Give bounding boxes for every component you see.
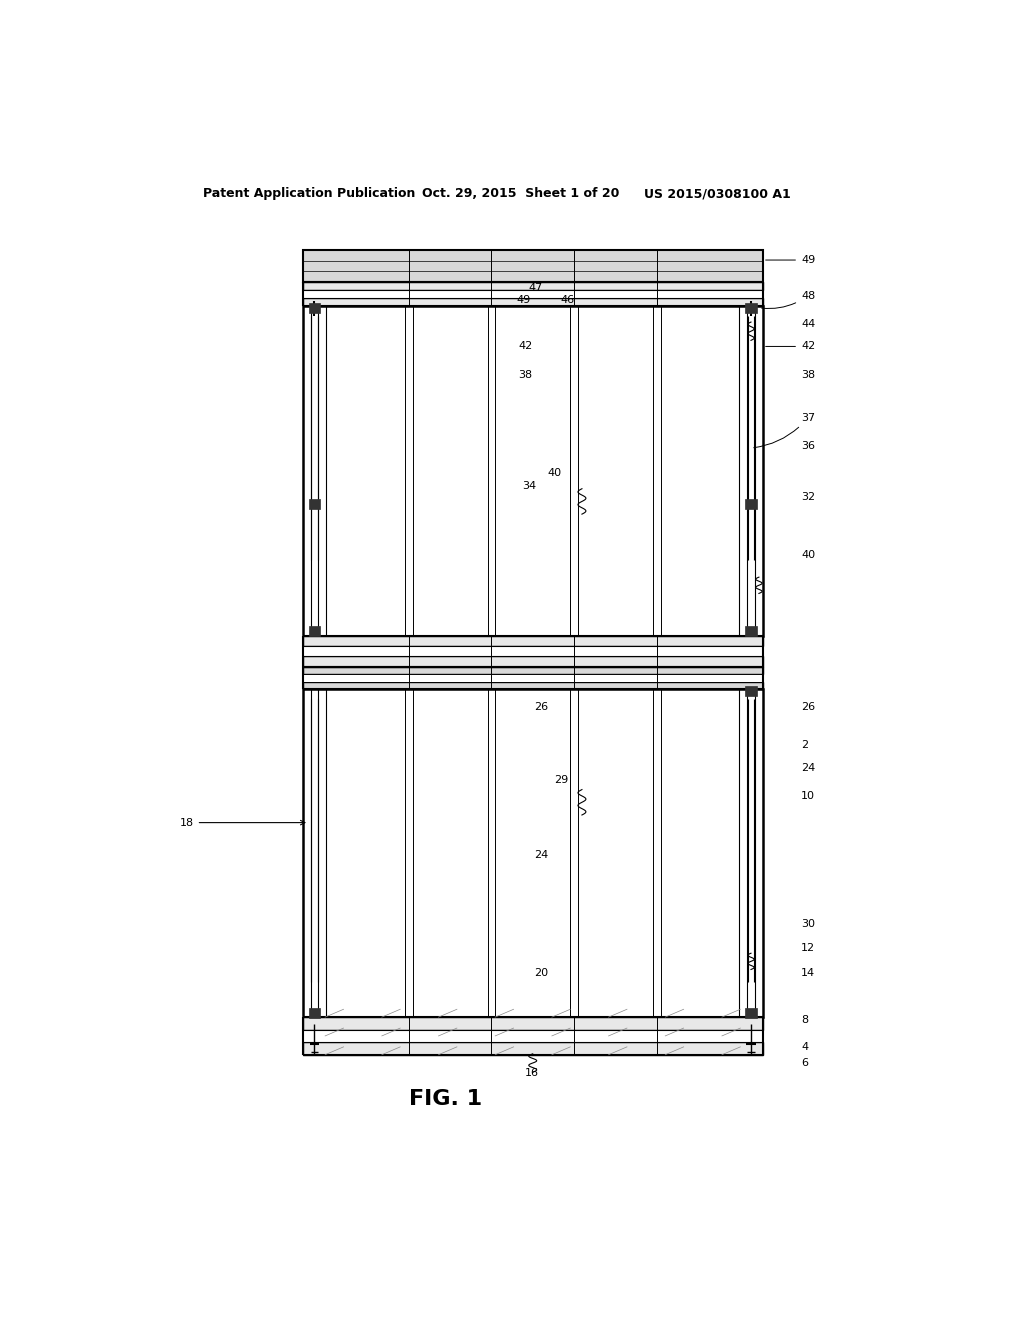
Text: 10: 10 (801, 791, 815, 801)
Text: 2: 2 (801, 741, 808, 750)
Text: 49: 49 (517, 294, 531, 305)
Bar (303, 1018, 763, 1030)
Bar (303, 282, 763, 290)
Text: FIG. 1: FIG. 1 (409, 1089, 482, 1109)
Bar (303, 636, 763, 647)
Text: 42: 42 (518, 342, 532, 351)
Text: 14: 14 (801, 968, 815, 978)
Bar (303, 249, 763, 282)
Text: 36: 36 (801, 441, 815, 451)
Bar (303, 290, 763, 298)
Bar (303, 681, 763, 689)
Bar (303, 1030, 763, 1043)
Text: Oct. 29, 2015  Sheet 1 of 20: Oct. 29, 2015 Sheet 1 of 20 (422, 187, 618, 201)
Bar (309, 626, 321, 636)
Text: 42: 42 (766, 342, 815, 351)
Text: 12: 12 (801, 944, 815, 953)
Text: 32: 32 (801, 492, 815, 502)
Text: 18: 18 (179, 817, 305, 828)
Text: 37: 37 (754, 413, 815, 447)
Text: 40: 40 (801, 550, 815, 560)
Bar (303, 298, 763, 306)
Text: 47: 47 (528, 284, 543, 293)
Bar (745, 302, 757, 313)
Text: 24: 24 (535, 850, 549, 859)
Text: 6: 6 (801, 1059, 808, 1068)
Text: 29: 29 (554, 775, 568, 785)
Bar (745, 499, 757, 510)
Text: 49: 49 (766, 255, 815, 265)
Text: 26: 26 (801, 702, 815, 713)
Text: 38: 38 (801, 370, 815, 380)
Text: Patent Application Publication: Patent Application Publication (204, 187, 416, 201)
Text: 46: 46 (560, 294, 574, 305)
Bar (303, 647, 763, 656)
Text: 24: 24 (801, 763, 815, 774)
Text: 30: 30 (801, 919, 815, 929)
Text: 4: 4 (801, 1041, 808, 1052)
Bar (303, 689, 763, 1018)
Bar (309, 499, 321, 510)
Text: 16: 16 (524, 1068, 539, 1078)
Text: 34: 34 (522, 482, 537, 491)
Text: 20: 20 (535, 968, 549, 978)
Bar (303, 667, 763, 675)
Bar (303, 656, 763, 667)
Bar (745, 1008, 757, 1018)
Text: 40: 40 (547, 469, 561, 478)
Bar (309, 302, 321, 313)
Text: 38: 38 (518, 370, 532, 380)
Bar (745, 626, 757, 636)
Bar (303, 1043, 763, 1055)
Bar (303, 675, 763, 681)
Text: 8: 8 (801, 1015, 808, 1026)
Bar (309, 1008, 321, 1018)
Text: 48: 48 (762, 290, 815, 309)
Bar (745, 686, 757, 696)
Text: 44: 44 (801, 319, 815, 329)
Text: US 2015/0308100 A1: US 2015/0308100 A1 (644, 187, 791, 201)
Text: 26: 26 (535, 702, 549, 713)
Bar (303, 306, 763, 636)
